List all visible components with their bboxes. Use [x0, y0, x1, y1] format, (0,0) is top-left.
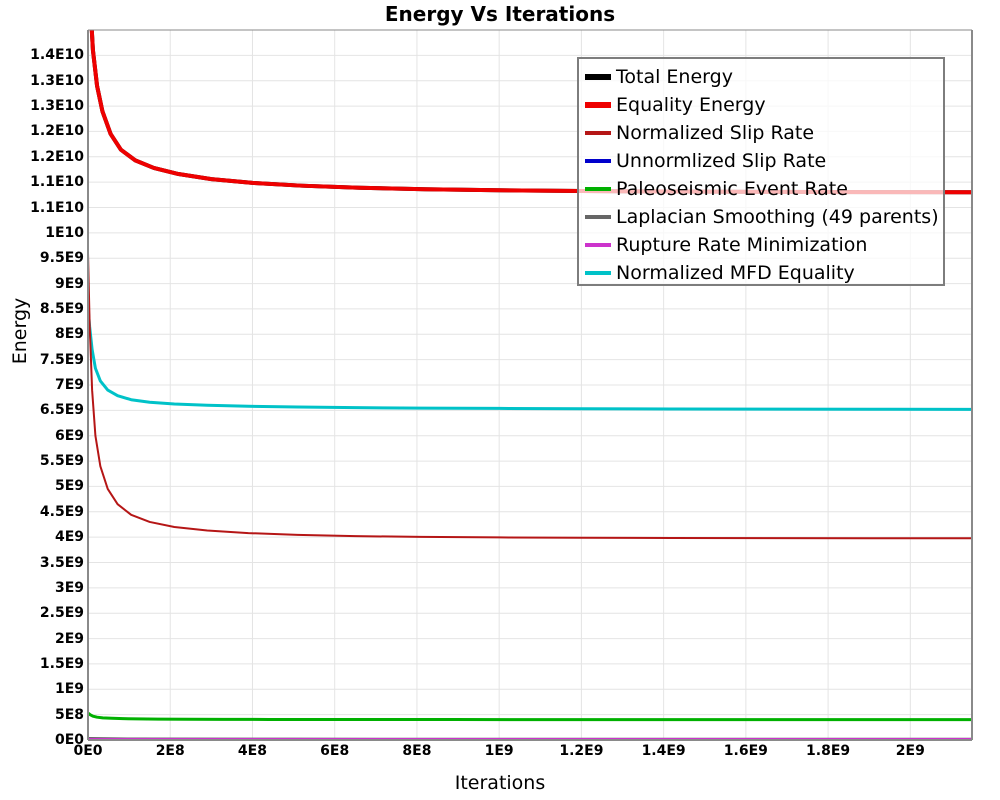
- y-tick-label: 9.5E9: [39, 250, 84, 267]
- y-tick-label: 7E9: [54, 377, 84, 393]
- y-tick-label: 8.5E9: [39, 300, 84, 317]
- legend-item-label: Equality Energy: [616, 94, 766, 116]
- x-tick-label: 1.8E9: [806, 743, 851, 759]
- legend-item[interactable]: Rupture Rate Minimization: [585, 231, 943, 259]
- y-tick-label: 1.5E9: [39, 655, 84, 672]
- legend-item[interactable]: Normalized Slip Rate: [585, 119, 943, 147]
- y-tick-label: 0E0: [54, 732, 84, 748]
- y-tick-label: 1.1E10: [30, 199, 84, 216]
- x-tick-label: 8E8: [402, 743, 432, 759]
- y-tick-label: 1E10: [45, 224, 84, 241]
- y-tick-label: 4E9: [54, 529, 84, 546]
- y-tick-label: 1E9: [54, 681, 84, 698]
- y-tick-label: 1.2E10: [30, 123, 84, 140]
- series-line-paleoseismic-event-rate: [88, 711, 972, 722]
- legend-color-swatch-icon: [585, 131, 611, 135]
- x-tick-label: 6E8: [320, 743, 350, 759]
- x-tick-label: 1.4E9: [641, 743, 686, 759]
- y-tick-label: 6E9: [54, 427, 84, 444]
- y-tick-label: 3.5E9: [39, 554, 84, 571]
- x-tick-label: 0E0: [73, 743, 103, 759]
- legend-item-label: Rupture Rate Minimization: [616, 234, 868, 256]
- series-line-normalized-slip-rate: [88, 252, 972, 540]
- y-tick-label: 4.5E9: [39, 503, 84, 520]
- y-tick-label: 5E8: [54, 706, 84, 723]
- x-tick-label: 2E8: [155, 743, 185, 759]
- y-tick-label: 1.4E10: [30, 47, 84, 64]
- legend-item[interactable]: Equality Energy: [585, 91, 943, 119]
- legend-item-label: Laplacian Smoothing (49 parents): [616, 206, 939, 228]
- axis-lines: [87, 29, 973, 741]
- legend-item-label: Paleoseismic Event Rate: [616, 178, 848, 200]
- y-tick-label: 2.5E9: [39, 605, 84, 622]
- x-tick-label: 1.6E9: [723, 743, 768, 759]
- y-tick-label: 1.3E10: [30, 98, 84, 115]
- y-tick-label: 8E9: [54, 326, 84, 343]
- series-line-normalized-mfd-equality: [88, 304, 972, 411]
- legend-color-swatch-icon: [585, 159, 611, 163]
- y-tick-label: 5.5E9: [39, 453, 84, 470]
- legend-item[interactable]: Unnormlized Slip Rate: [585, 147, 943, 175]
- chart-title: Energy Vs Iterations: [384, 2, 616, 26]
- legend-color-swatch-icon: [585, 271, 611, 275]
- y-tick-label: 7.5E9: [39, 351, 84, 368]
- x-tick-label: 1.2E9: [559, 743, 604, 759]
- y-tick-label: 2E9: [54, 630, 84, 647]
- legend-item-label: Normalized MFD Equality: [616, 262, 855, 284]
- y-tick-label: 1.1E10: [30, 174, 84, 191]
- y-axis-tick-labels: 0E0 5E8 1E9 1.5E9 2E9 2.5E9 3E9 3.5E9 4E9 4.5E9 5E…: [8, 0, 84, 800]
- legend-color-swatch-icon: [585, 74, 611, 80]
- legend-item-label: Normalized Slip Rate: [616, 122, 815, 144]
- legend-item[interactable]: Normalized MFD Equality: [585, 259, 943, 287]
- x-axis-label: Iterations: [454, 772, 546, 794]
- legend-item-label: Total Energy: [616, 66, 733, 88]
- y-tick-label: 6.5E9: [39, 402, 84, 419]
- legend-item[interactable]: Paleoseismic Event Rate: [585, 175, 943, 203]
- y-tick-label: 9E9: [54, 275, 84, 292]
- x-tick-label: 4E8: [237, 743, 267, 759]
- y-tick-label: 5E9: [54, 478, 84, 495]
- legend-color-swatch-icon: [585, 102, 611, 108]
- chart-legend: Total Energy Equality Energy Normalized Sl…: [577, 57, 945, 286]
- legend-color-swatch-icon: [585, 187, 611, 191]
- y-tick-label: 1.3E10: [30, 72, 84, 89]
- y-tick-label: 1.2E10: [30, 148, 84, 165]
- legend-color-swatch-icon: [585, 243, 611, 247]
- x-tick-label: 2E9: [895, 743, 925, 759]
- legend-item[interactable]: Laplacian Smoothing (49 parents): [585, 203, 943, 231]
- x-tick-label: 1E9: [484, 743, 514, 759]
- y-tick-label: 3E9: [54, 579, 84, 596]
- legend-color-swatch-icon: [585, 215, 611, 219]
- legend-item[interactable]: Total Energy: [585, 63, 943, 91]
- legend-item-label: Unnormlized Slip Rate: [616, 150, 827, 172]
